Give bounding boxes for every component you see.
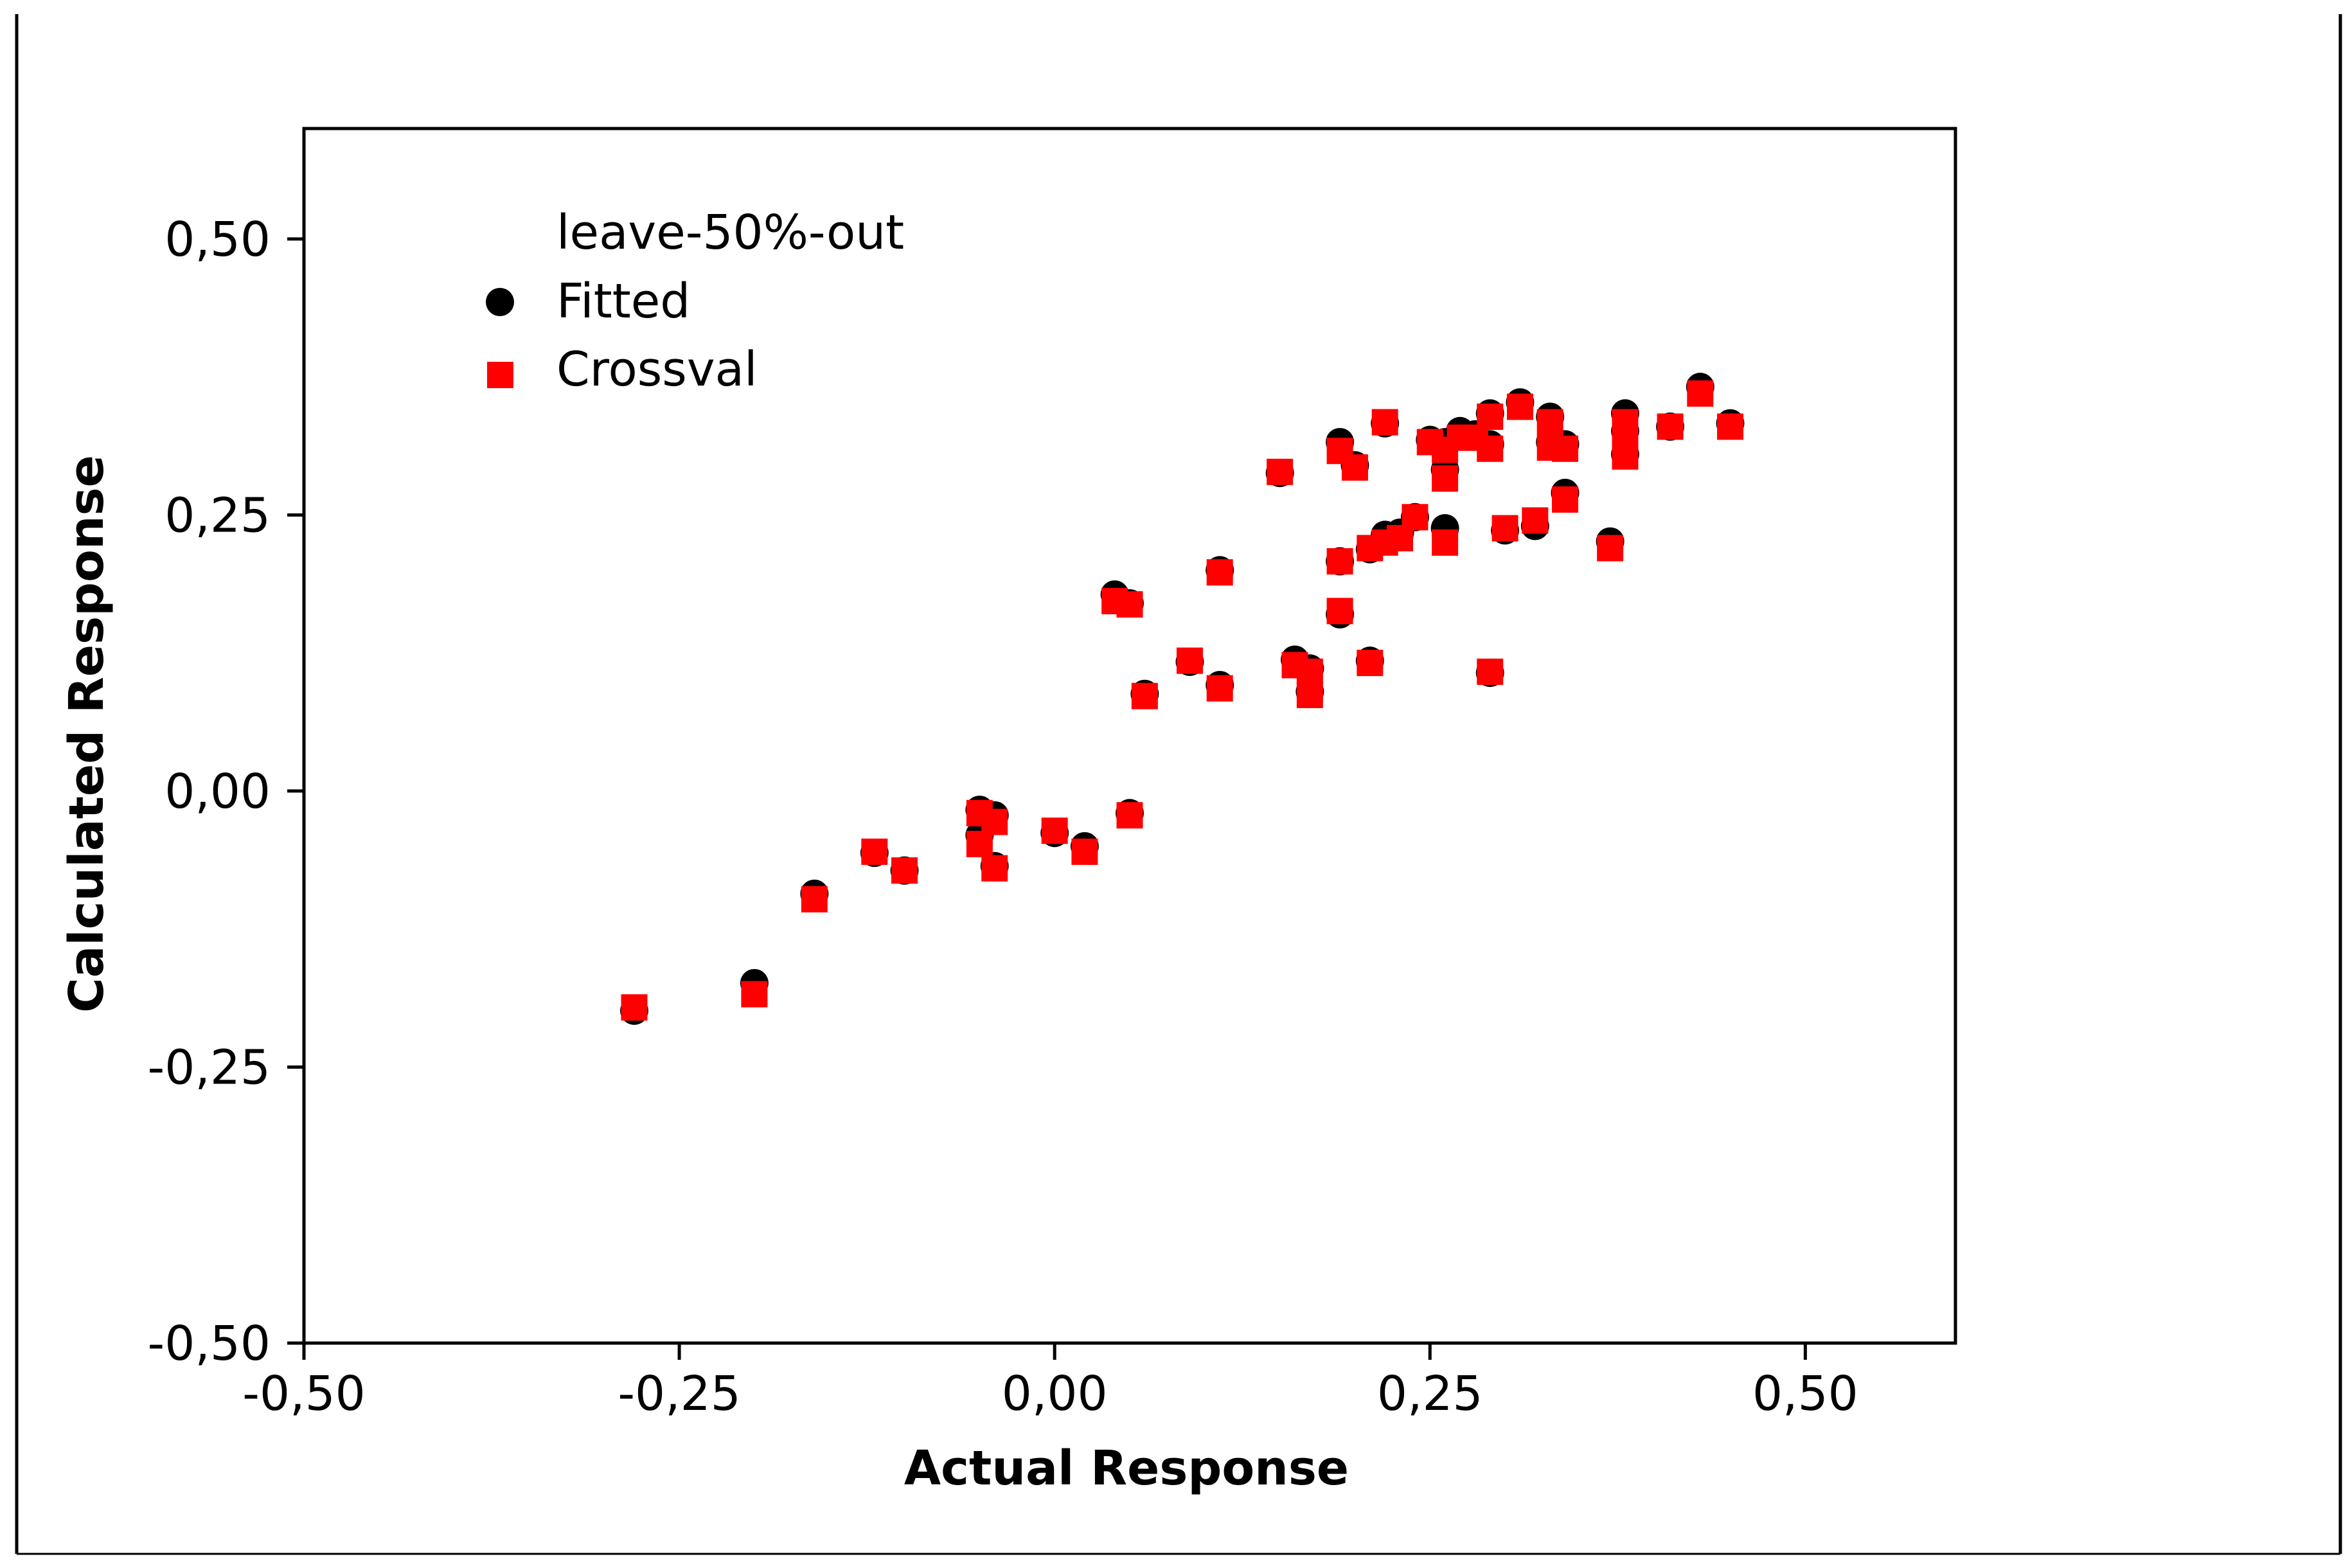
crossval-point — [1506, 393, 1533, 420]
crossval-point — [1612, 443, 1639, 470]
crossval-point — [1687, 380, 1714, 407]
crossval-point — [1477, 403, 1504, 430]
crossval-point — [621, 994, 648, 1021]
crossval-point — [1296, 681, 1323, 708]
crossval-point — [1477, 435, 1504, 462]
y-tick-label: 0,50 — [165, 212, 271, 267]
crossval-point — [1267, 458, 1294, 485]
y-axis-ticks — [287, 237, 304, 1345]
y-tick-label: 0,00 — [165, 764, 271, 819]
crossval-point — [1041, 817, 1068, 844]
crossval-point — [861, 838, 888, 865]
crossval-point — [891, 857, 918, 884]
x-axis-title: Actual Response — [904, 1441, 1349, 1496]
y-tick-label: -0,25 — [148, 1040, 271, 1095]
x-tick-label: 0,25 — [1377, 1366, 1483, 1421]
crossval-point — [1432, 465, 1459, 492]
legend-label-fitted: Fitted — [556, 274, 690, 329]
crossval-point — [981, 855, 1008, 882]
crossval-point — [1522, 507, 1549, 534]
legend: leave-50%-out Fitted Crossval — [486, 205, 904, 397]
legend-marker-crossval — [487, 362, 513, 388]
series-crossval — [621, 380, 1744, 1021]
x-tick-label: -0,50 — [242, 1366, 365, 1421]
y-axis-title: Calculated Response — [59, 455, 114, 1013]
crossval-point — [1717, 413, 1744, 440]
crossval-point — [1326, 548, 1353, 575]
crossval-point — [1432, 529, 1459, 556]
crossval-point — [801, 886, 828, 913]
x-axis-ticks — [302, 1343, 1807, 1360]
crossval-point — [1116, 802, 1143, 829]
crossval-point — [1206, 675, 1233, 702]
crossval-point — [1597, 535, 1624, 562]
legend-label-crossval: Crossval — [556, 342, 758, 397]
crossval-point — [966, 830, 993, 857]
y-axis-tick-labels: -0,50 -0,25 0,00 0,25 0,50 — [148, 212, 271, 1371]
y-tick-label: -0,50 — [148, 1316, 271, 1371]
crossval-point — [1176, 647, 1203, 674]
crossval-point — [1402, 504, 1429, 531]
crossval-point — [981, 808, 1008, 835]
crossval-point — [1657, 413, 1684, 440]
crossval-point — [1206, 559, 1233, 586]
x-tick-label: 0,50 — [1752, 1366, 1858, 1421]
crossval-point — [1552, 435, 1579, 462]
x-tick-label: 0,00 — [1002, 1366, 1108, 1421]
y-tick-label: 0,25 — [165, 488, 271, 543]
crossval-point — [1326, 598, 1353, 625]
x-tick-label: -0,25 — [618, 1366, 740, 1421]
crossval-point — [1071, 838, 1098, 865]
crossval-point — [1357, 650, 1384, 677]
crossval-point — [1491, 515, 1518, 542]
crossval-point — [1116, 591, 1143, 618]
crossval-point — [1536, 409, 1563, 436]
crossval-point — [1341, 454, 1368, 481]
crossval-point — [1371, 409, 1398, 436]
crossval-point — [1552, 486, 1579, 513]
legend-title: leave-50%-out — [556, 205, 904, 260]
x-axis-tick-labels: -0,50 -0,25 0,00 0,25 0,50 — [242, 1366, 1858, 1421]
crossval-point — [1131, 682, 1158, 709]
crossval-point — [741, 981, 768, 1008]
plot-area-frame — [302, 127, 1957, 1345]
crossval-point — [1296, 658, 1323, 685]
legend-marker-fitted — [486, 288, 514, 316]
crossval-point — [1477, 658, 1504, 685]
